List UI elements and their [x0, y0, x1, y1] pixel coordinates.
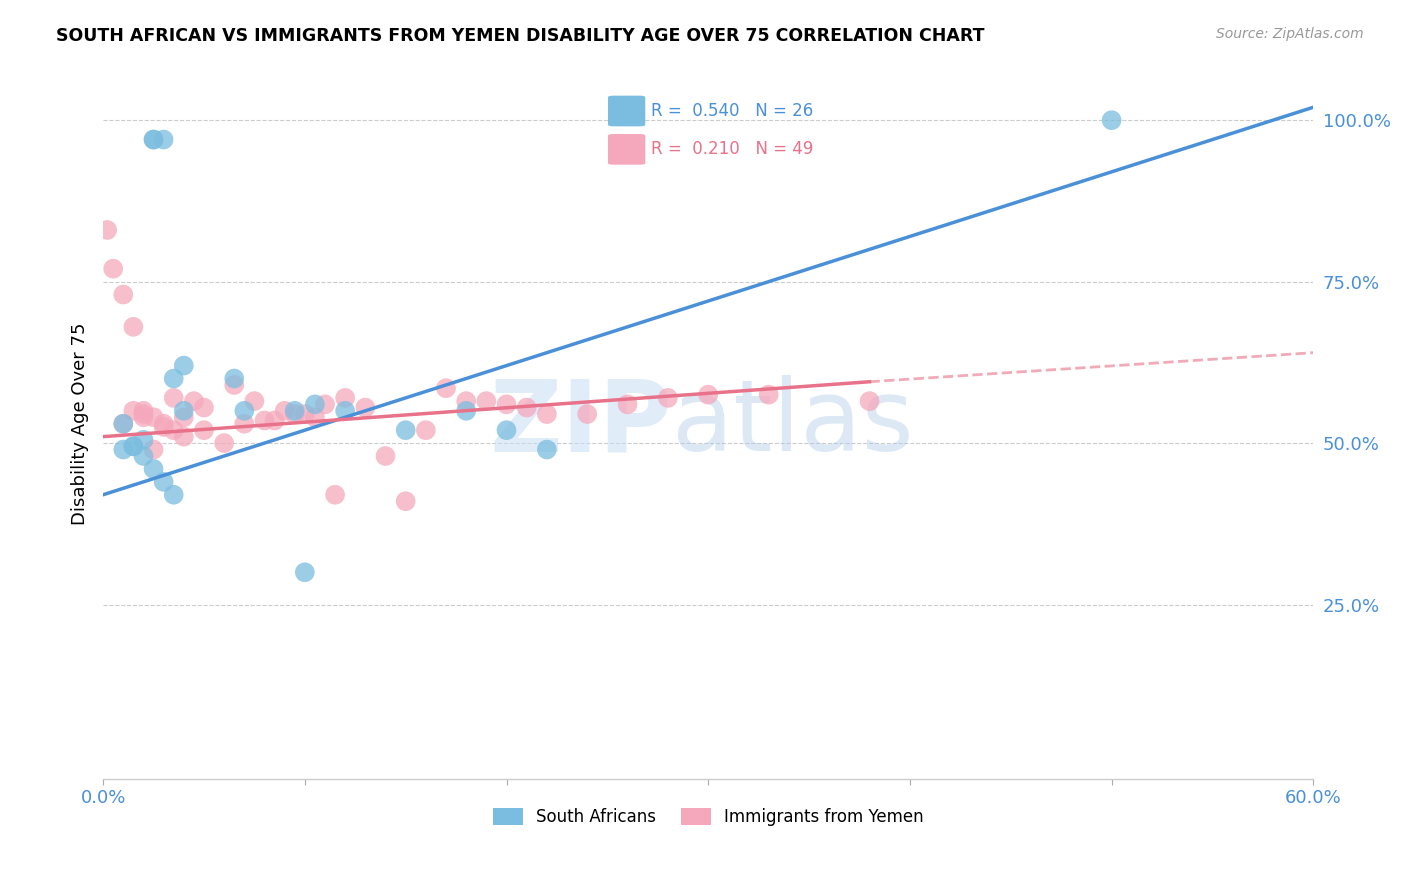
Point: [395, 494, 418, 508]
Point: [163, 371, 186, 385]
Point: [697, 387, 720, 401]
Point: [333, 391, 356, 405]
Point: [122, 319, 145, 334]
Point: [163, 488, 186, 502]
Point: [193, 423, 215, 437]
Point: [314, 397, 336, 411]
Point: [434, 381, 457, 395]
Text: SOUTH AFRICAN VS IMMIGRANTS FROM YEMEN DISABILITY AGE OVER 75 CORRELATION CHART: SOUTH AFRICAN VS IMMIGRANTS FROM YEMEN D…: [56, 27, 984, 45]
Point: [304, 410, 326, 425]
Point: [616, 397, 638, 411]
Point: [657, 391, 679, 405]
Text: atlas: atlas: [672, 376, 914, 472]
Point: [163, 423, 186, 437]
Point: [224, 371, 246, 385]
Point: [112, 417, 135, 431]
Point: [233, 417, 256, 431]
Point: [142, 132, 165, 146]
Point: [173, 404, 195, 418]
Point: [263, 413, 285, 427]
Point: [112, 417, 135, 431]
Point: [284, 407, 307, 421]
Point: [193, 401, 215, 415]
Point: [395, 423, 418, 437]
Point: [243, 394, 266, 409]
Point: [212, 436, 235, 450]
Point: [142, 132, 165, 146]
Point: [132, 433, 155, 447]
Point: [152, 420, 174, 434]
Point: [142, 442, 165, 457]
Point: [495, 423, 517, 437]
Point: [152, 475, 174, 489]
Point: [142, 462, 165, 476]
Legend: South Africans, Immigrants from Yemen: South Africans, Immigrants from Yemen: [484, 800, 932, 835]
Point: [475, 394, 498, 409]
Point: [96, 223, 118, 237]
Text: ZIP: ZIP: [489, 376, 672, 472]
Point: [132, 410, 155, 425]
Point: [224, 378, 246, 392]
Point: [103, 261, 125, 276]
Point: [112, 442, 135, 457]
Point: [858, 394, 880, 409]
Point: [415, 423, 437, 437]
Point: [374, 449, 396, 463]
Point: [253, 413, 276, 427]
Point: [173, 359, 195, 373]
Point: [354, 401, 377, 415]
Point: [122, 404, 145, 418]
Point: [112, 287, 135, 301]
Point: [495, 397, 517, 411]
Point: [183, 394, 205, 409]
Point: [333, 404, 356, 418]
Point: [132, 404, 155, 418]
Point: [536, 442, 558, 457]
Point: [323, 488, 346, 502]
Point: [294, 566, 316, 580]
Point: [758, 387, 780, 401]
Point: [233, 404, 256, 418]
Y-axis label: Disability Age Over 75: Disability Age Over 75: [72, 323, 89, 525]
Point: [456, 394, 478, 409]
Point: [576, 407, 599, 421]
Point: [122, 439, 145, 453]
Point: [132, 407, 155, 421]
Point: [516, 401, 538, 415]
Point: [1101, 113, 1123, 128]
Point: [152, 132, 174, 146]
Point: [132, 449, 155, 463]
Point: [173, 410, 195, 425]
Point: [173, 430, 195, 444]
Point: [294, 407, 316, 421]
Point: [536, 407, 558, 421]
Point: [152, 417, 174, 431]
Point: [122, 439, 145, 453]
Point: [273, 404, 295, 418]
Point: [284, 404, 307, 418]
Point: [304, 397, 326, 411]
Point: [163, 391, 186, 405]
Point: [456, 404, 478, 418]
Text: Source: ZipAtlas.com: Source: ZipAtlas.com: [1216, 27, 1364, 41]
Point: [142, 410, 165, 425]
